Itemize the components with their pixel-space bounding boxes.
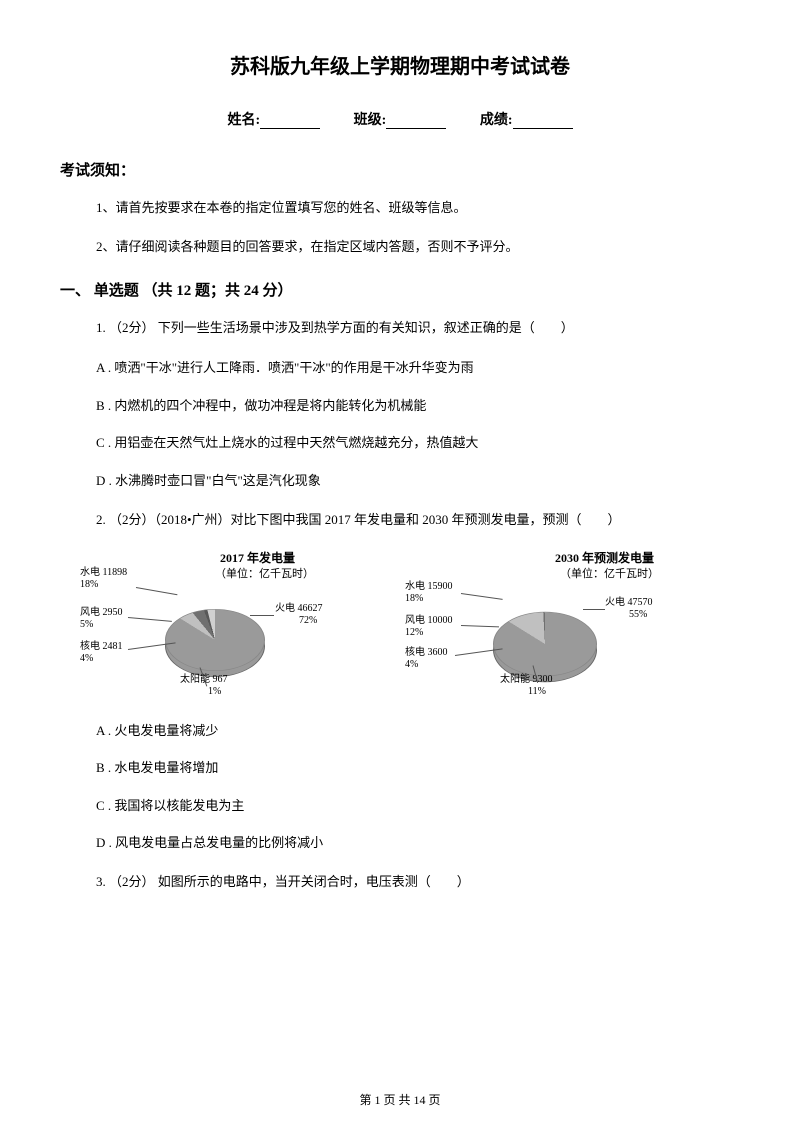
q2-stem: 2. （2分）（2018•广州）对比下图中我国 2017 年发电量和 2030 … [96,508,740,533]
lbl-2017-wind: 风电 2950 5% [80,607,123,631]
ln-wind-17 [128,617,172,622]
page-title: 苏科版九年级上学期物理期中考试试卷 [60,50,740,79]
q1-opt-a: A . 喷洒"干冰"进行人工降雨．喷洒"干冰"的作用是干冰升华变为雨 [96,356,740,379]
lbl-2030-solar: 太阳能 9300 11% [500,674,553,698]
pie-2017 [165,609,265,671]
chart-2017-subtitle: （单位：亿千瓦时） [215,565,314,581]
instruction-1: 1、请首先按要求在本卷的指定位置填写您的姓名、班级等信息。 [96,196,740,219]
class-label: 班级: [354,113,387,128]
q2-opt-d: D . 风电发电量占总发电量的比例将减小 [96,831,740,854]
q2-opt-a: A . 火电发电量将减少 [96,719,740,742]
ln-thm-17 [250,615,274,616]
q2-opt-c: C . 我国将以核能发电为主 [96,794,740,817]
chart-2030-subtitle: （单位：亿千瓦时） [560,565,659,581]
q2-opt-b: B . 水电发电量将增加 [96,756,740,779]
ln-hydro-17 [136,587,178,595]
name-label: 姓名: [227,113,260,128]
q3-stem: 3. （2分） 如图所示的电路中，当开关闭合时，电压表测（ ） [96,870,740,895]
charts-row: 2017 年发电量 （单位：亿千瓦时） 水电 11898 18% 风电 2950… [80,549,720,699]
ln-wind-30 [461,625,499,627]
lbl-2017-thermal: 火电 46627 72% [275,603,323,627]
lbl-2030-nuclear: 核电 3600 4% [405,647,448,671]
chart-2017-title: 2017 年发电量 [220,549,295,566]
q1-opt-d: D . 水沸腾时壶口冒"白气"这是汽化现象 [96,469,740,492]
q1-opt-b: B . 内燃机的四个冲程中，做功冲程是将内能转化为机械能 [96,394,740,417]
lbl-2017-nuclear: 核电 2481 4% [80,641,123,665]
ln-hydro-30 [461,593,503,600]
notice-heading: 考试须知： [60,159,740,180]
section-1-title: 一、 单选题 （共 12 题；共 24 分） [60,279,740,300]
page-footer: 第 1 页 共 14 页 [0,1091,800,1108]
chart-2030: 2030 年预测发电量 （单位：亿千瓦时） 水电 15900 18% 风电 10… [405,549,720,699]
q1-opt-c: C . 用铝壶在天然气灶上烧水的过程中天然气燃烧越充分，热值越大 [96,431,740,454]
lbl-2030-hydro: 水电 15900 18% [405,581,453,605]
score-blank[interactable] [513,115,573,129]
lbl-2030-thermal: 火电 47570 55% [605,597,653,621]
lbl-2017-hydro: 水电 11898 18% [80,567,127,591]
instruction-2: 2、请仔细阅读各种题目的回答要求，在指定区域内答题，否则不予评分。 [96,235,740,258]
student-info-line: 姓名: 班级: 成绩: [60,109,740,129]
class-blank[interactable] [386,115,446,129]
chart-2017: 2017 年发电量 （单位：亿千瓦时） 水电 11898 18% 风电 2950… [80,549,395,699]
q1-stem: 1. （2分） 下列一些生活场景中涉及到热学方面的有关知识，叙述正确的是（ ） [96,316,740,341]
ln-thm-30 [583,609,605,610]
name-blank[interactable] [260,115,320,129]
score-label: 成绩: [480,113,513,128]
pie-2030 [493,612,597,676]
lbl-2030-wind: 风电 10000 12% [405,615,453,639]
chart-2030-title: 2030 年预测发电量 [555,549,654,566]
